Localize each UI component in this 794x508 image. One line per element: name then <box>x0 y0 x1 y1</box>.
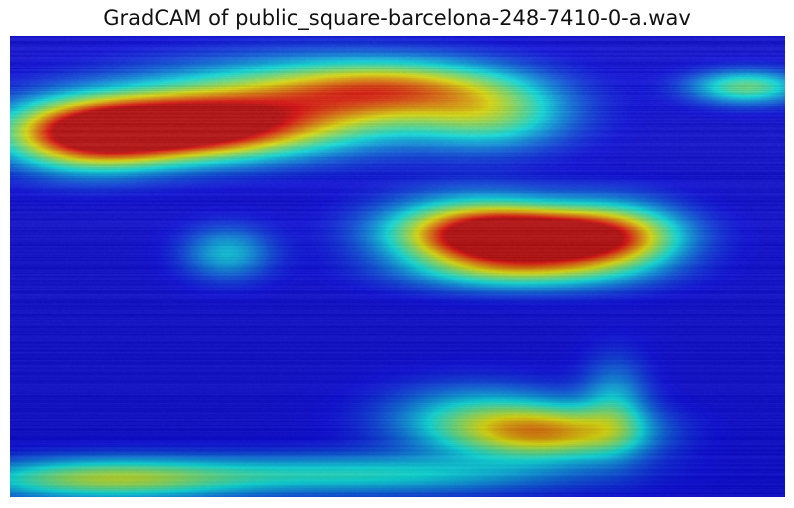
gradcam-heatmap <box>10 36 785 497</box>
heatmap-canvas <box>10 36 785 497</box>
chart-title: GradCAM of public_square-barcelona-248-7… <box>103 6 691 30</box>
